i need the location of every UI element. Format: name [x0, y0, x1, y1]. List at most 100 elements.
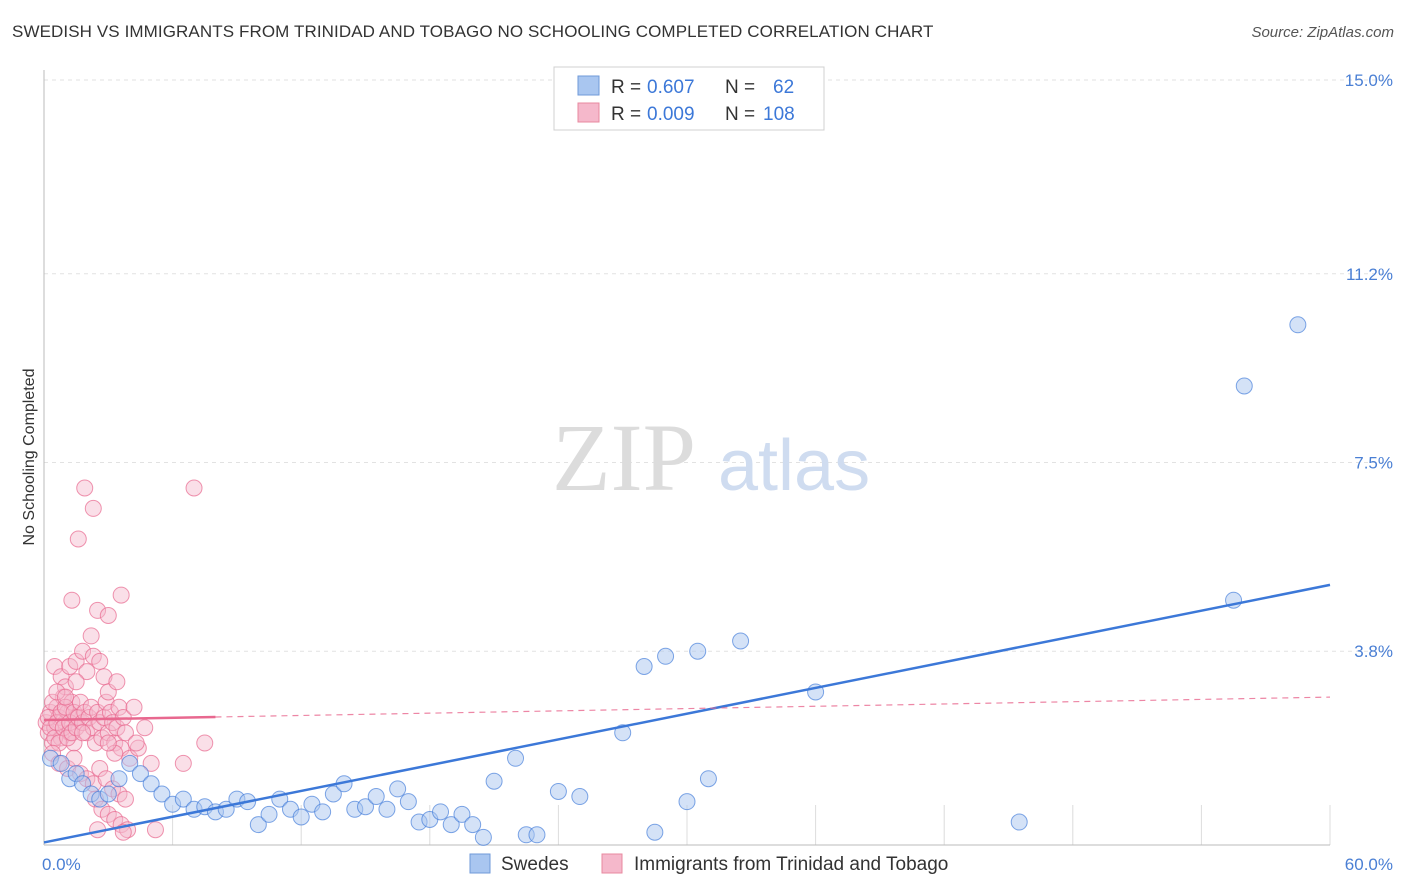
swedes-point-32: [367, 788, 385, 806]
swedes-point-44: [507, 749, 525, 767]
swedes-point-49: [614, 724, 632, 742]
series-swedes-points: [41, 316, 1307, 846]
immigrants-point-101: [146, 821, 164, 839]
swedes-point-58: [1010, 813, 1028, 831]
legend-r-label-swedes: R =: [611, 77, 641, 98]
swedes-point-31: [357, 798, 374, 816]
swedes-point-10: [131, 765, 149, 783]
bottom-legend-label-swedes: Swedes: [501, 854, 569, 875]
y-tick-label-1: 11.2%: [1346, 265, 1393, 284]
swedes-trend-line: [43, 583, 1331, 844]
immigrants-point-92: [196, 734, 214, 752]
swedes-point-43: [485, 772, 503, 790]
immigrants-point-48: [110, 698, 128, 716]
swedes-point-41: [464, 816, 482, 834]
immigrants-point-73: [84, 499, 102, 517]
immigrants-point-72: [69, 530, 87, 548]
legend-n-label-swedes: N =: [725, 77, 755, 98]
watermark-atlas: atlas: [718, 426, 870, 506]
swedes-point-25: [292, 808, 310, 826]
swedes-point-28: [324, 785, 342, 803]
watermark: ZIP atlas: [552, 404, 870, 511]
legend-n-value-swedes: 62: [773, 77, 794, 98]
immigrants-trend-line-dashed: [215, 696, 1331, 718]
legend-n-label-immigrants: N =: [725, 104, 755, 125]
immigrants-point-57: [74, 642, 92, 660]
swedes-point-53: [699, 770, 717, 788]
immigrants-point-34: [80, 709, 98, 726]
swedes-point-60: [1235, 377, 1253, 395]
immigrants-point-60: [91, 652, 109, 670]
swedes-point-12: [153, 785, 171, 803]
swedes-point-27: [314, 803, 332, 821]
immigrants-point-107: [74, 724, 92, 742]
bottom-legend-swatch-swedes: [469, 853, 491, 874]
swedes-point-38: [432, 803, 450, 821]
swedes-point-46: [528, 826, 546, 844]
immigrants-point-90: [142, 754, 160, 772]
y-tick-label-2: 7.5%: [1354, 454, 1393, 473]
immigrants-point-66: [67, 673, 85, 691]
legend-swatch-immigrants: [577, 102, 600, 123]
immigrants-point-64: [48, 683, 66, 701]
x-tick-labels: 0.0% 60.0%: [42, 855, 1393, 874]
bottom-legend: Swedes Immigrants from Trinidad and Toba…: [469, 853, 948, 875]
bottom-legend-label-immigrants: Immigrants from Trinidad and Tobago: [634, 854, 948, 875]
immigrants-point-105: [136, 719, 154, 737]
swedes-point-14: [174, 790, 192, 808]
legend-swatch-swedes: [577, 75, 600, 96]
immigrants-point-70: [99, 607, 117, 624]
swedes-point-39: [442, 816, 460, 834]
swedes-point-34: [389, 780, 407, 798]
immigrants-point-68: [63, 591, 81, 609]
swedes-point-8: [110, 770, 128, 788]
immigrants-point-65: [56, 688, 74, 706]
immigrants-point-54: [56, 678, 74, 696]
x-tick-label-1: 60.0%: [1345, 855, 1393, 874]
immigrants-point-69: [89, 601, 107, 619]
immigrants-point-43: [99, 724, 117, 742]
swedes-point-50: [635, 658, 653, 675]
immigrants-point-63: [108, 673, 126, 691]
swedes-point-11: [142, 775, 160, 793]
legend-r-value-swedes: 0.607: [647, 77, 695, 98]
axes: [43, 70, 1330, 846]
swedes-point-35: [399, 793, 417, 811]
immigrants-point-104: [125, 698, 143, 716]
y-tick-label-0: 15.0%: [1345, 71, 1393, 90]
swedes-point-52: [678, 793, 696, 811]
immigrants-point-103: [99, 734, 117, 752]
immigrants-point-42: [97, 693, 115, 711]
immigrants-point-83: [91, 760, 109, 777]
immigrants-point-106: [127, 734, 145, 752]
swedes-point-33: [378, 800, 396, 818]
legend-r-value-immigrants: 0.009: [647, 104, 695, 125]
immigrants-point-102: [106, 744, 124, 762]
immigrants-point-87: [116, 790, 134, 808]
y-tick-labels: 15.0% 11.2% 7.5% 3.8%: [1345, 71, 1393, 661]
bottom-legend-swatch-immigrants: [601, 853, 623, 874]
immigrants-point-56: [67, 652, 85, 670]
swedes-point-42: [474, 828, 492, 846]
immigrants-point-74: [76, 479, 94, 497]
stats-legend: R = 0.607 N = 62 R = 0.009 N = 108: [553, 66, 825, 131]
immigrants-point-52: [46, 658, 64, 675]
immigrants-point-30: [71, 693, 89, 711]
swedes-point-21: [249, 816, 267, 834]
swedes-point-1: [52, 754, 70, 772]
swedes-point-47: [549, 782, 567, 800]
swedes-point-40: [453, 805, 471, 823]
legend-r-label-immigrants: R =: [611, 104, 641, 125]
immigrants-point-75: [185, 479, 203, 497]
y-tick-label-3: 3.8%: [1354, 642, 1393, 661]
swedes-point-54: [689, 642, 707, 660]
swedes-point-22: [260, 805, 278, 823]
immigrants-point-71: [112, 586, 130, 604]
swedes-point-7: [99, 785, 117, 803]
immigrants-point-58: [78, 663, 96, 681]
chart-title: SWEDISH VS IMMIGRANTS FROM TRINIDAD AND …: [12, 22, 934, 41]
y-axis-label: No Schooling Completed: [21, 369, 38, 546]
swedes-point-55: [657, 647, 675, 665]
swedes-point-48: [571, 788, 589, 806]
